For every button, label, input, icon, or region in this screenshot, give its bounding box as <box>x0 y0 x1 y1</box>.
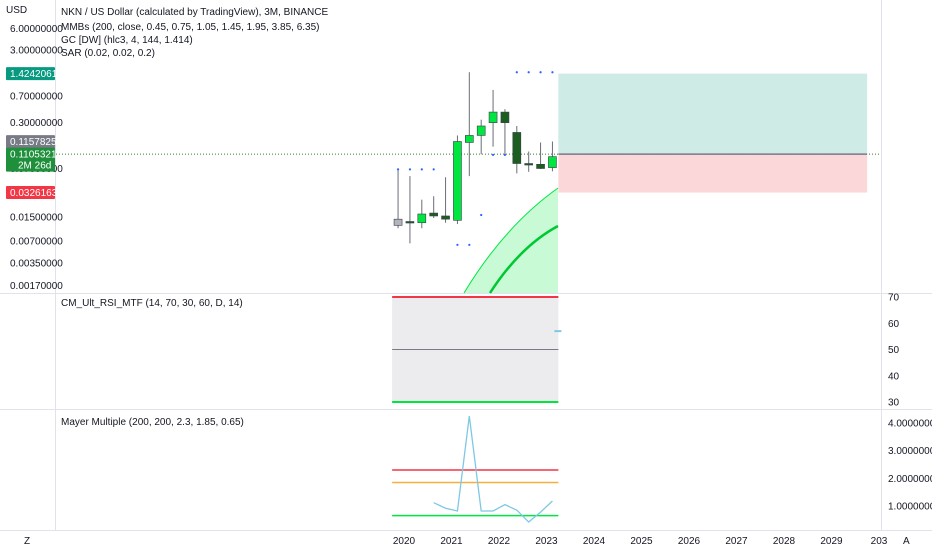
candle[interactable] <box>476 125 486 136</box>
auto-scale-button[interactable]: A <box>903 536 910 547</box>
mayer-multiple-line[interactable] <box>433 416 553 523</box>
mayer-multiple-panel[interactable] <box>392 416 559 523</box>
sar-dot <box>491 153 495 156</box>
zoom-reset-button[interactable]: Z <box>24 536 30 547</box>
sar-dot <box>515 71 518 74</box>
candle[interactable] <box>441 215 450 220</box>
sar-dot <box>396 168 400 171</box>
mayer-tick: 1.00000000 <box>888 502 932 513</box>
gaussian-channel-mid <box>488 224 559 294</box>
candle[interactable] <box>453 141 462 221</box>
rsi-axis[interactable]: 70 60 50 40 30 <box>888 293 900 409</box>
price-badge-bg <box>6 135 55 149</box>
price-tick: 0.30000000 <box>10 118 63 129</box>
sar-dot <box>468 243 471 246</box>
price-tick: 0.01500000 <box>10 213 63 224</box>
time-tick: 2022 <box>488 536 511 547</box>
candle[interactable] <box>524 163 533 166</box>
rsi-tick: 70 <box>888 293 900 304</box>
sar-dot <box>551 71 554 74</box>
currency-label: USD <box>6 5 27 16</box>
price-tick: 6.00000000 <box>10 24 63 35</box>
rsi-tick: 50 <box>888 345 900 356</box>
time-tick: 2028 <box>773 536 796 547</box>
candle[interactable] <box>417 213 427 224</box>
time-tick: 2024 <box>583 536 606 547</box>
mayer-tick: 4.00000000 <box>888 419 932 430</box>
time-tick: 2027 <box>725 536 748 547</box>
candle[interactable] <box>465 135 474 143</box>
rsi-tick: 60 <box>888 319 900 330</box>
price-panel[interactable] <box>56 71 881 294</box>
price-tick: 0.00350000 <box>10 258 63 269</box>
price-badge-value: 0.11578259 <box>10 137 63 148</box>
indicator-legend-gc[interactable]: GC [DW] (hlc3, 4, 144, 1.414) <box>61 35 193 46</box>
price-tick: 3.00000000 <box>10 46 63 57</box>
rsi-panel[interactable] <box>392 296 562 403</box>
mayer-tick: 3.00000000 <box>888 446 932 457</box>
candle[interactable] <box>536 163 545 169</box>
gaussian-channel-upper <box>463 187 559 294</box>
price-badge[interactable]: 0.11578259 <box>6 135 63 149</box>
time-tick: 2021 <box>440 536 463 547</box>
sar-dot <box>480 213 483 217</box>
sar-dot <box>432 168 435 171</box>
chart-title: NKN / US Dollar (calculated by TradingVi… <box>61 7 328 18</box>
sar-dot <box>539 71 542 74</box>
mayer-legend[interactable]: Mayer Multiple (200, 200, 2.3, 1.85, 0.6… <box>61 417 244 428</box>
time-tick: 2025 <box>630 536 653 547</box>
candle[interactable] <box>512 132 522 164</box>
time-tick: 203 <box>871 536 888 547</box>
time-tick: 2023 <box>535 536 558 547</box>
price-tick: 0.00170000 <box>10 281 63 292</box>
price-badge-value: 0.03261630 <box>10 188 63 199</box>
price-badge[interactable]: 0.03261630 <box>6 186 63 200</box>
price-badge-value: 0.11053211 <box>10 150 62 161</box>
time-tick: 2026 <box>678 536 701 547</box>
indicator-legend-mmbs[interactable]: MMBs (200, close, 0.45, 0.75, 1.05, 1.45… <box>61 22 320 33</box>
price-badge-bg <box>6 67 55 81</box>
mayer-axis[interactable]: 4.00000000 3.00000000 2.00000000 1.00000000 <box>888 419 932 513</box>
price-tick: 0.00700000 <box>10 236 63 247</box>
candle[interactable] <box>405 221 415 224</box>
price-badge[interactable]: 1.42420610 <box>6 67 63 81</box>
candle[interactable] <box>393 218 403 226</box>
price-badge-countdown: 2M 26d <box>18 161 51 172</box>
price-tick: 0.70000000 <box>10 92 63 103</box>
price-badge-bg <box>6 147 55 172</box>
mayer-tick: 2.00000000 <box>888 474 932 485</box>
sar-dot <box>527 71 530 74</box>
time-axis[interactable]: 2020 2021 2022 2023 2024 2025 2026 2027 2028 2029… <box>393 536 888 547</box>
sar-dot <box>420 168 423 171</box>
time-tick: 2029 <box>820 536 843 547</box>
long-position-target-zone[interactable] <box>558 73 868 155</box>
candle[interactable] <box>488 111 498 123</box>
candle[interactable] <box>429 212 438 217</box>
rsi-tick: 30 <box>888 398 900 409</box>
candle[interactable] <box>548 156 557 168</box>
rsi-tick: 40 <box>888 371 900 382</box>
sar-dot <box>456 243 459 246</box>
price-badge-bg <box>6 186 55 200</box>
candle[interactable] <box>500 111 510 123</box>
long-position-stop-zone[interactable] <box>558 154 868 193</box>
sar-dot <box>408 168 412 171</box>
price-badge-value: 1.42420610 <box>10 69 63 80</box>
rsi-legend[interactable]: CM_Ult_RSI_MTF (14, 70, 30, 60, D, 14) <box>61 298 243 309</box>
panel-frames <box>0 0 932 531</box>
time-tick: 2020 <box>393 536 416 547</box>
sar-dot <box>503 153 507 156</box>
price-axis[interactable]: 6.00000000 3.00000000 0.70000000 0.30000000… <box>6 24 63 292</box>
indicator-legend-sar[interactable]: SAR (0.02, 0.02, 0.2) <box>61 48 155 59</box>
gaussian-channel-fill <box>464 188 558 293</box>
